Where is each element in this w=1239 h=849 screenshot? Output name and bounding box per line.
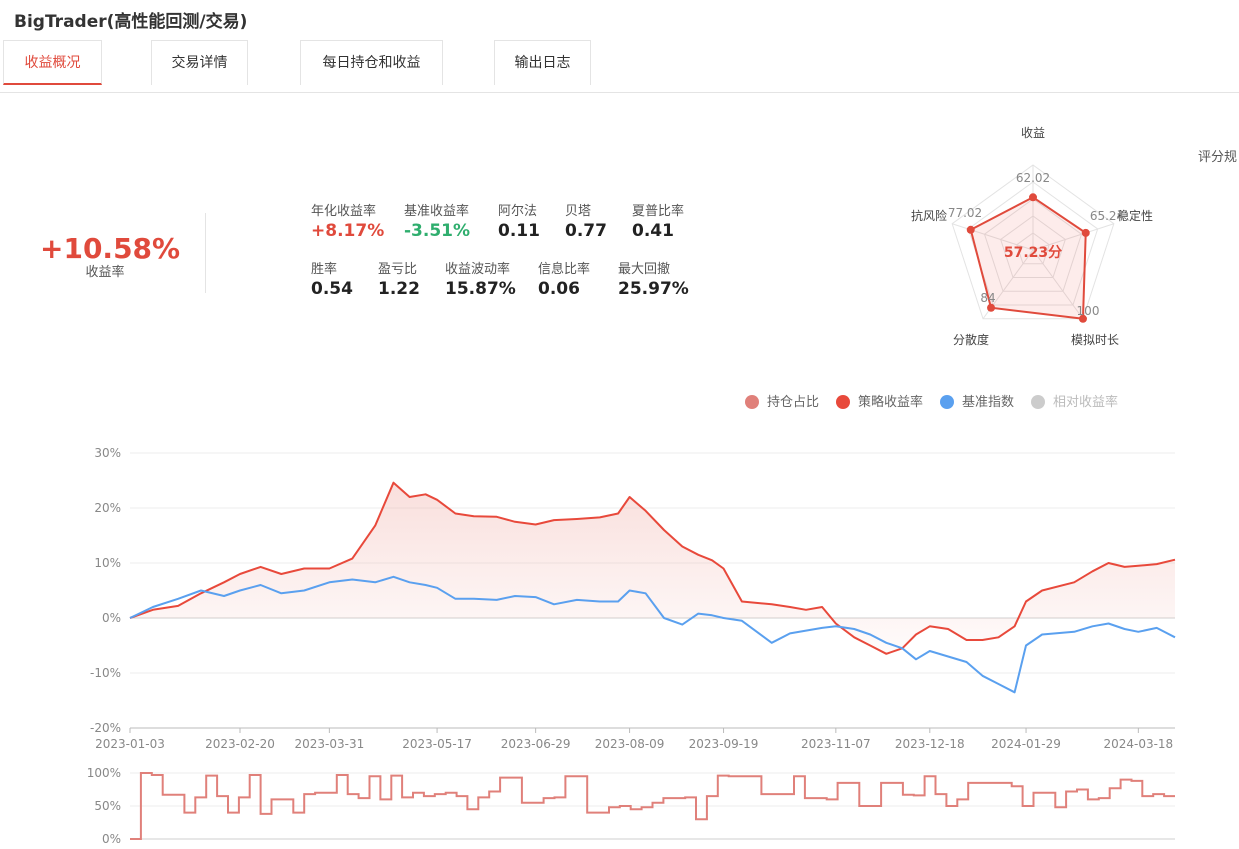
metric-value: 0.77 xyxy=(565,221,607,241)
metric-label: 阿尔法 xyxy=(498,204,538,219)
tab-trade-details[interactable]: 交易详情 xyxy=(151,40,248,85)
legend-benchmark[interactable]: 基准指数 xyxy=(940,391,1014,411)
metric-value: +8.17% xyxy=(311,221,385,241)
position-y-tick-label: 100% xyxy=(87,766,121,780)
legend-position-ratio[interactable]: 持仓占比 xyxy=(745,391,819,411)
position-y-tick-label: 50% xyxy=(94,799,121,813)
legend-dot-icon xyxy=(940,395,954,409)
y-tick-label: 10% xyxy=(94,556,121,570)
position-chart-lines xyxy=(130,772,1175,840)
metric-value: 0.06 xyxy=(538,279,580,299)
metric-label: 年化收益率 xyxy=(311,204,377,219)
metric-label: 夏普比率 xyxy=(632,204,685,219)
strategy-area xyxy=(130,482,1175,654)
legend-label: 相对收益率 xyxy=(1053,395,1119,410)
metric-value: 0.41 xyxy=(632,221,674,241)
legend-label: 基准指数 xyxy=(962,395,1015,410)
y-tick-label: -20% xyxy=(90,721,121,735)
y-tick-label: -10% xyxy=(90,666,121,680)
x-tick-label: 2023-12-18 xyxy=(895,737,965,751)
metric-value: 0.54 xyxy=(311,279,353,299)
metric-label: 信息比率 xyxy=(538,262,591,277)
metric-alpha: 阿尔法 0.11 xyxy=(498,204,540,242)
x-tick-label: 2023-03-31 xyxy=(295,737,365,751)
tab-bar: 收益概况 交易详情 每日持仓和收益 输出日志 xyxy=(0,40,1239,93)
x-tick-label: 2023-01-03 xyxy=(95,737,165,751)
x-tick-label: 2023-05-17 xyxy=(402,737,472,751)
metric-label: 基准收益率 xyxy=(404,204,470,219)
legend-dot-icon xyxy=(1031,395,1045,409)
position-ratio-line xyxy=(130,772,1175,840)
app-title: BigTrader(高性能回测/交易) xyxy=(14,12,248,32)
metric-annual-return: 年化收益率 +8.17% xyxy=(311,204,384,242)
total-return-label: 收益率 xyxy=(85,265,125,280)
strategy-return-line xyxy=(129,481,1176,655)
return-chart-lines xyxy=(129,481,1176,694)
metric-volatility: 收益波动率 15.87% xyxy=(445,262,516,300)
tab-output-log[interactable]: 输出日志 xyxy=(494,40,591,85)
legend-relative-return[interactable]: 相对收益率 xyxy=(1031,391,1118,411)
position-y-tick-label: 0% xyxy=(102,832,121,846)
benchmark-line xyxy=(129,575,1176,694)
y-tick-label: 0% xyxy=(102,611,121,625)
metric-value: 25.97% xyxy=(618,279,689,299)
metric-profit-loss-ratio: 盈亏比 1.22 xyxy=(378,262,420,300)
metric-value: -3.51% xyxy=(404,221,471,241)
legend-dot-icon xyxy=(836,395,850,409)
metric-label: 最大回撤 xyxy=(618,262,671,277)
metric-value: 0.11 xyxy=(498,221,540,241)
x-tick-label: 2024-03-18 xyxy=(1103,737,1173,751)
legend-label: 持仓占比 xyxy=(767,395,820,410)
metric-value: 15.87% xyxy=(445,279,516,299)
x-tick-label: 2023-08-09 xyxy=(595,737,665,751)
tab-return-overview[interactable]: 收益概况 xyxy=(3,40,102,85)
metric-beta: 贝塔 0.77 xyxy=(565,204,607,242)
divider xyxy=(205,213,206,293)
x-tick-label: 2023-11-07 xyxy=(801,737,871,751)
metric-value: 1.22 xyxy=(378,279,420,299)
x-tick-label: 2023-02-20 xyxy=(205,737,275,751)
scoring-rules-link[interactable]: 评分规 xyxy=(1198,150,1238,165)
tab-daily-positions[interactable]: 每日持仓和收益 xyxy=(300,40,443,85)
metric-label: 盈亏比 xyxy=(378,262,418,277)
legend-label: 策略收益率 xyxy=(858,395,924,410)
return-chart-axis: 30% 20% 10% 0% -10% -20% 2023-01-03 2023-02-20 2… xyxy=(90,446,1175,751)
metric-max-drawdown: 最大回撤 25.97% xyxy=(618,262,689,300)
metric-label: 胜率 xyxy=(311,262,338,277)
metric-label: 贝塔 xyxy=(565,204,592,219)
metric-label: 收益波动率 xyxy=(445,262,511,277)
metric-benchmark-return: 基准收益率 -3.51% xyxy=(404,204,470,242)
x-tick-label: 2023-06-29 xyxy=(501,737,571,751)
legend-dot-icon xyxy=(745,395,759,409)
y-tick-label: 20% xyxy=(94,501,121,515)
legend-strategy-return[interactable]: 策略收益率 xyxy=(836,391,923,411)
y-tick-label: 30% xyxy=(94,446,121,460)
metric-information-ratio: 信息比率 0.06 xyxy=(538,262,590,300)
total-return-summary: +10.58% 收益率 xyxy=(40,232,181,280)
return-chart-area xyxy=(130,482,1175,654)
x-tick-label: 2024-01-29 xyxy=(991,737,1061,751)
x-tick-label: 2023-09-19 xyxy=(689,737,759,751)
metric-win-rate: 胜率 0.54 xyxy=(311,262,353,300)
total-return-value: +10.58% xyxy=(40,232,181,265)
metric-sharpe: 夏普比率 0.41 xyxy=(632,204,684,242)
